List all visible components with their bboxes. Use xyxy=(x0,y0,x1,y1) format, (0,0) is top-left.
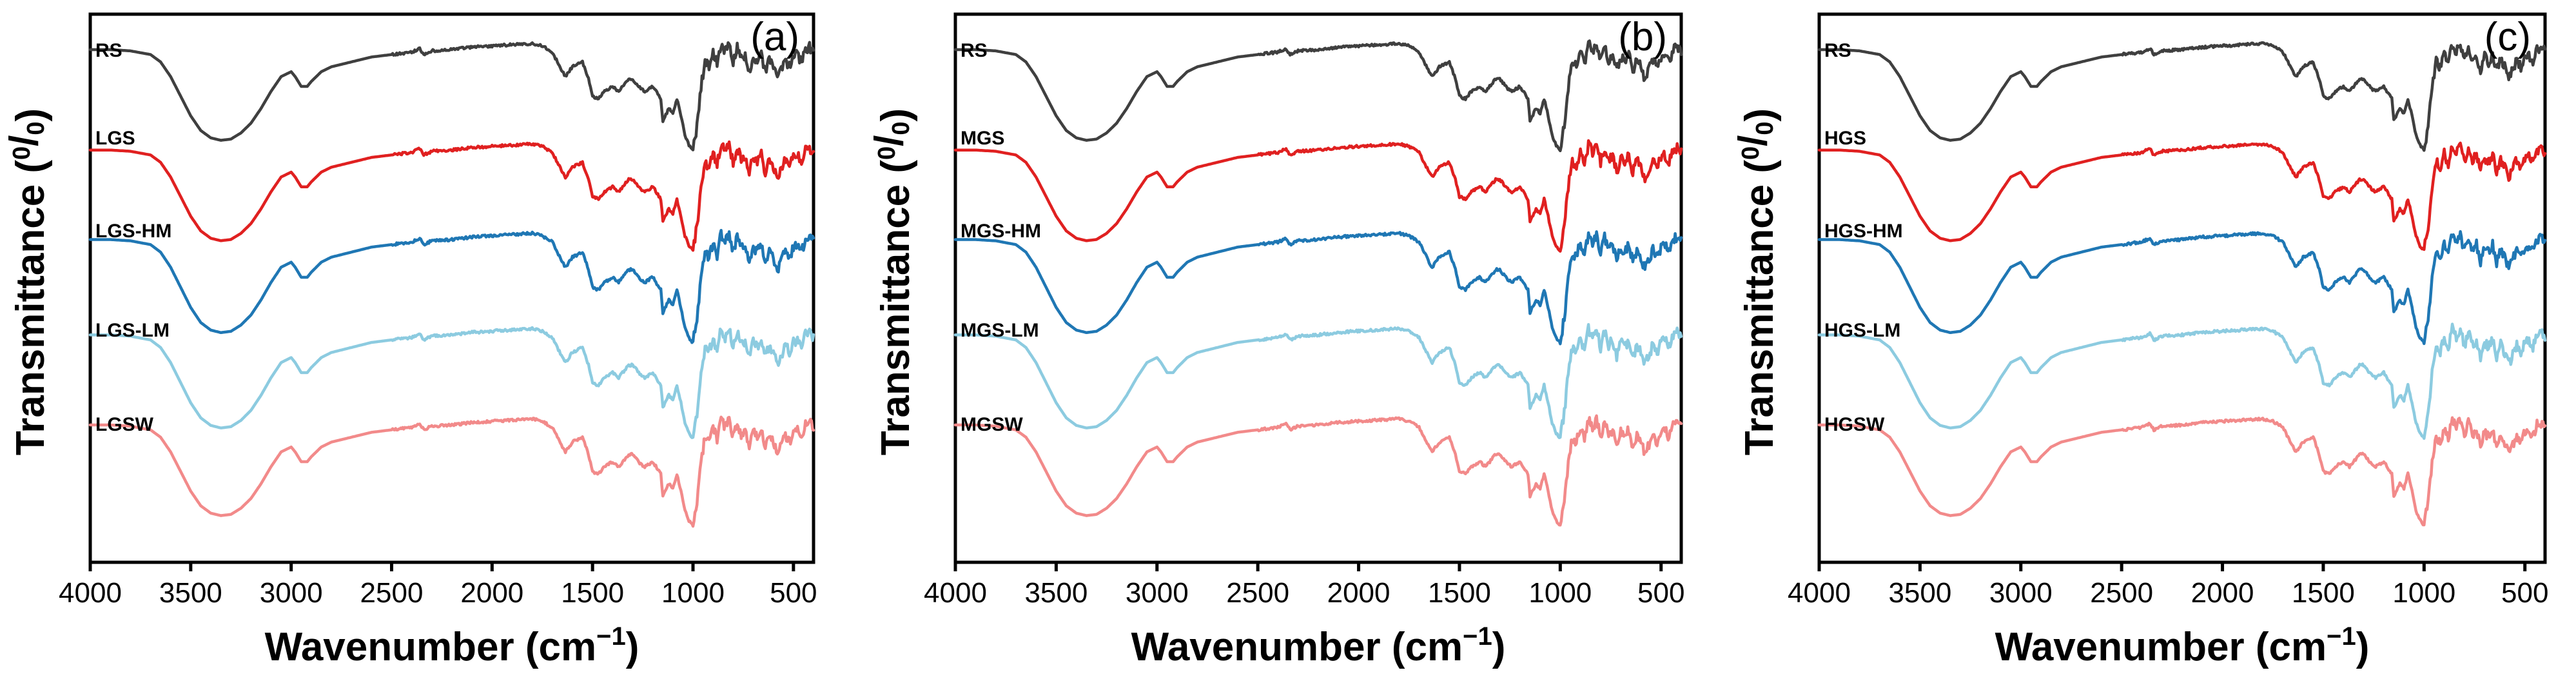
x-tick-label: 2000 xyxy=(2191,577,2254,609)
spectrum-line-hgs-hm xyxy=(1817,230,2547,346)
x-tick-label: 2000 xyxy=(460,577,523,609)
spectrum-line-mgs-lm xyxy=(953,322,1683,440)
series-label: RS xyxy=(1824,40,1851,61)
x-axis-title: Wavenumber (cm−1) xyxy=(1995,622,2370,669)
spectrum-line-lgs-hm xyxy=(88,228,815,344)
x-tick-label: 3500 xyxy=(159,577,222,609)
x-tick-label: 4000 xyxy=(1788,577,1851,609)
series-label: LGS xyxy=(95,128,135,149)
spectrum-line-mgs xyxy=(953,139,1683,253)
panel-a: RS LGS LGS-HM LGS-LM LGSW 4000 3500 3000 2500 200… xyxy=(2,12,817,669)
y-axis-title: Transmittance (0/0) xyxy=(2,108,53,455)
x-tick-label: 3500 xyxy=(1024,577,1088,609)
x-tick-label: 1500 xyxy=(2292,577,2355,609)
series-label: HGSW xyxy=(1824,414,1885,435)
spectrum-line-rs xyxy=(953,39,1683,153)
spectrum-line-hgs xyxy=(1817,141,2547,251)
series-label: HGS-HM xyxy=(1824,221,1903,242)
y-axis-title: Transmittance (0/0) xyxy=(867,108,918,455)
y-axis-title: Transmittance (0/0) xyxy=(1731,108,1782,455)
series-label: RS xyxy=(961,40,988,61)
series-label: HGS-LM xyxy=(1824,320,1900,341)
series-label: LGSW xyxy=(95,414,154,435)
x-tick-label: 4000 xyxy=(924,577,987,609)
series-label: MGS-LM xyxy=(961,320,1039,341)
panel-label: (b) xyxy=(1618,15,1667,59)
spectrum-line-lgs-lm xyxy=(88,326,815,439)
x-tick-label: 3000 xyxy=(1126,577,1189,609)
plot-frame xyxy=(953,12,1683,564)
panel-label: (a) xyxy=(750,15,799,59)
spectrum-line-mgsw xyxy=(953,414,1683,527)
spectrum-line-hgs-lm xyxy=(1817,322,2547,440)
series-label: LGS-HM xyxy=(95,221,171,242)
spectrum-line-hgsw xyxy=(1817,416,2547,527)
spectrum-line-lgs xyxy=(88,140,815,252)
x-tick-label: 4000 xyxy=(59,577,122,609)
x-tick-label: 2500 xyxy=(2090,577,2153,609)
x-tick-label: 1000 xyxy=(1528,577,1592,609)
x-tick-label: 1500 xyxy=(561,577,624,609)
x-tick-label: 2500 xyxy=(1226,577,1289,609)
x-tick-label: 500 xyxy=(2501,577,2548,609)
series-label: MGS-HM xyxy=(961,221,1041,242)
x-tick-label: 1000 xyxy=(661,577,725,609)
x-axis-title: Wavenumber (cm−1) xyxy=(1131,622,1506,669)
x-tick-label: 1500 xyxy=(1428,577,1491,609)
x-tick-label: 500 xyxy=(1637,577,1684,609)
plot-frame xyxy=(1817,12,2547,564)
x-tick-label: 1000 xyxy=(2392,577,2455,609)
x-axis-title: Wavenumber (cm−1) xyxy=(265,622,639,669)
x-tick-label: 500 xyxy=(770,577,817,609)
spectrum-line-mgs-hm xyxy=(953,230,1683,346)
x-tick-label: 2500 xyxy=(360,577,424,609)
series-label: HGS xyxy=(1824,128,1866,149)
spectrum-line-lgsw xyxy=(88,415,815,528)
x-tick-label: 3500 xyxy=(1888,577,1951,609)
series-label: MGS xyxy=(961,128,1004,149)
plot-frame xyxy=(88,12,815,564)
x-tick-label: 2000 xyxy=(1327,577,1390,609)
panel-b: RS MGS MGS-HM MGS-LM MGSW 4000 3500 3000 2500 200… xyxy=(867,12,1684,669)
panel-label: (c) xyxy=(2484,15,2531,59)
series-label: MGSW xyxy=(961,414,1023,435)
series-label: LGS-LM xyxy=(95,320,170,341)
series-label: RS xyxy=(95,40,122,61)
x-tick-label: 3000 xyxy=(1989,577,2053,609)
spectrum-line-rs xyxy=(88,41,815,152)
spectrum-line-rs xyxy=(1817,41,2547,152)
x-tick-label: 3000 xyxy=(260,577,323,609)
panel-c: RS HGS HGS-HM HGS-LM HGSW 4000 3500 3000 2500 200… xyxy=(1731,12,2548,669)
